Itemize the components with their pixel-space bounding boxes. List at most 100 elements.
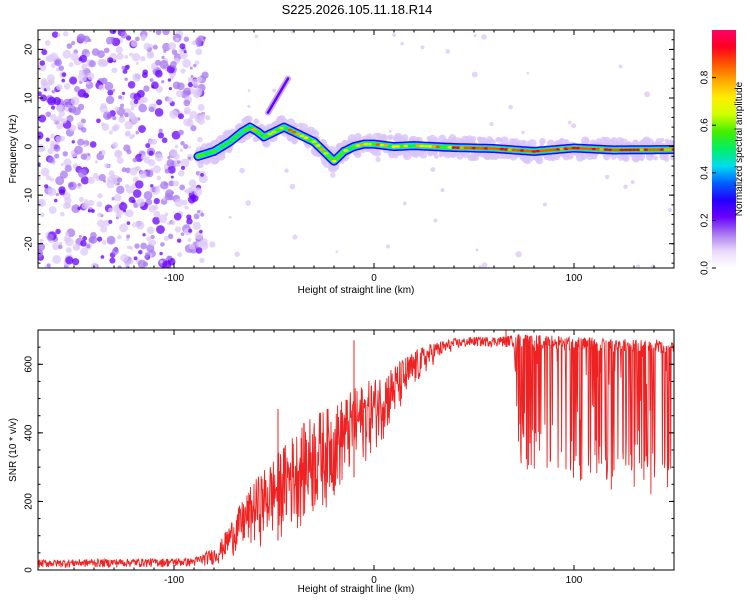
x-tick-label: 0	[371, 575, 377, 586]
noise-point	[138, 125, 146, 133]
noise-point	[187, 77, 192, 81]
noise-point	[113, 193, 122, 202]
noise-point	[53, 198, 58, 203]
ridge-core-point	[383, 144, 389, 147]
noise-point	[55, 228, 61, 235]
noise-point	[107, 89, 114, 96]
noise-point	[77, 138, 85, 146]
noise-point	[134, 166, 140, 172]
noise-point	[171, 220, 176, 226]
noise-point	[111, 141, 119, 149]
noise-point	[149, 78, 154, 83]
noise-point	[197, 136, 203, 143]
ridge-core-point	[251, 128, 257, 131]
noise-point	[161, 55, 165, 59]
ridge-core-point	[635, 148, 641, 152]
noise-point	[138, 103, 147, 113]
noise-point	[199, 257, 205, 263]
noise-point	[100, 255, 105, 259]
ridge-core-point	[615, 148, 621, 152]
ridge-halo-point	[539, 137, 546, 145]
ridge-core-point	[247, 125, 253, 129]
noise-point	[375, 156, 381, 163]
ridge-core-point	[607, 148, 613, 152]
ridge-core-point	[587, 147, 593, 151]
noise-point	[38, 198, 46, 207]
noise-point	[162, 30, 170, 36]
ridge-core-point	[207, 151, 213, 154]
noise-point	[167, 156, 171, 160]
noise-point	[187, 81, 194, 88]
noise-point	[567, 120, 572, 125]
noise-point	[187, 187, 194, 194]
noise-point	[128, 112, 135, 119]
noise-point	[103, 179, 107, 183]
noise-point	[178, 129, 184, 136]
noise-point	[117, 234, 122, 240]
noise-point	[81, 63, 88, 70]
noise-point	[78, 57, 83, 62]
noise-point	[187, 238, 192, 242]
noise-point	[142, 233, 146, 237]
noise-point	[147, 51, 154, 58]
noise-point	[103, 47, 110, 54]
noise-point	[117, 265, 122, 268]
ridge-core-point	[235, 133, 241, 137]
noise-point	[489, 122, 494, 127]
ridge-core-point	[203, 152, 209, 156]
spectrogram-marks	[38, 30, 674, 268]
ridge-core-point	[339, 152, 345, 155]
ridge-core-point	[351, 145, 357, 148]
noise-point	[50, 105, 56, 110]
noise-point	[131, 117, 139, 124]
x-tick-label: -100	[164, 273, 184, 284]
noise-point	[154, 188, 159, 193]
noise-point	[80, 153, 88, 160]
noise-point	[81, 202, 89, 210]
noise-point	[87, 176, 96, 184]
noise-point	[135, 61, 139, 65]
ridge-halo-point	[353, 133, 363, 142]
ridge-core-point	[443, 145, 449, 149]
y-tick-label: -20	[24, 236, 35, 251]
noise-point	[111, 37, 121, 47]
noise-point	[179, 184, 186, 191]
noise-point	[161, 137, 168, 144]
noise-point	[38, 114, 47, 123]
noise-point	[108, 130, 113, 135]
noise-point	[130, 40, 138, 48]
ridge-halo-point	[433, 153, 439, 159]
noise-point	[124, 112, 129, 118]
ridge-core-point	[299, 134, 305, 138]
noise-point	[392, 33, 396, 37]
noise-point	[59, 241, 63, 246]
noise-point	[108, 207, 114, 213]
noise-point	[62, 151, 68, 157]
ridge-core-point	[315, 144, 321, 147]
ridge-halo-point	[253, 118, 260, 125]
ridge-core-point	[611, 148, 617, 152]
noise-point	[193, 87, 203, 97]
noise-point	[183, 99, 191, 107]
noise-point	[247, 104, 251, 108]
ridge-core-point	[363, 142, 369, 146]
noise-point	[112, 115, 117, 121]
noise-point	[63, 98, 72, 108]
noise-point	[152, 216, 161, 225]
noise-point	[114, 106, 120, 112]
ridge-core-point	[375, 143, 381, 146]
y-tick-label: 10	[24, 92, 35, 104]
x-tick-label: -100	[164, 575, 184, 586]
noise-point	[46, 233, 54, 241]
noise-point	[176, 90, 183, 98]
noise-point	[175, 37, 180, 42]
noise-point	[45, 111, 52, 118]
noise-point	[47, 96, 57, 106]
ridge-halo-point	[583, 138, 589, 144]
noise-point	[51, 89, 56, 94]
noise-point	[604, 174, 610, 180]
ridge-core-point	[287, 128, 293, 132]
ridge-halo-point	[535, 156, 544, 165]
noise-point	[64, 164, 72, 173]
noise-point	[194, 60, 200, 65]
